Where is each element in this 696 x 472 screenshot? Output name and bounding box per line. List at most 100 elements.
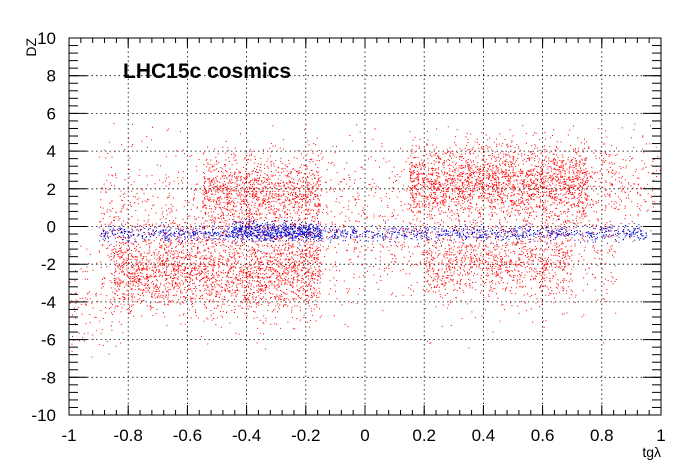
data-point: [138, 269, 140, 270]
data-point: [151, 208, 153, 210]
data-point: [219, 242, 221, 244]
data-point: [223, 207, 225, 209]
data-point: [316, 187, 318, 189]
data-point: [436, 128, 438, 130]
data-point: [213, 211, 215, 213]
data-point: [298, 217, 300, 219]
data-point: [563, 170, 565, 172]
data-point: [260, 268, 262, 270]
data-point: [217, 264, 219, 265]
data-point: [191, 306, 193, 308]
data-point: [171, 263, 173, 265]
data-point: [225, 187, 227, 189]
data-point: [524, 153, 526, 155]
data-point: [145, 262, 147, 264]
data-point: [552, 135, 553, 136]
data-point: [472, 153, 474, 154]
data-point: [218, 228, 219, 230]
data-point: [229, 181, 231, 183]
data-point: [569, 179, 571, 181]
data-point: [534, 189, 536, 190]
data-point: [130, 293, 132, 295]
data-point: [243, 199, 245, 201]
data-point: [227, 203, 228, 205]
data-point: [166, 278, 168, 280]
data-point: [204, 256, 206, 258]
data-point: [291, 177, 293, 179]
data-point: [286, 188, 288, 189]
data-point: [288, 159, 290, 161]
data-point: [226, 311, 228, 313]
data-point: [251, 185, 253, 187]
data-point: [449, 147, 451, 149]
data-point: [287, 250, 289, 252]
data-point: [284, 272, 286, 274]
data-point: [412, 139, 414, 141]
data-point: [257, 196, 259, 198]
data-point: [118, 264, 120, 266]
data-point: [295, 298, 297, 300]
data-point: [221, 198, 223, 200]
data-point: [252, 272, 254, 274]
data-point: [219, 221, 221, 223]
data-point: [536, 196, 538, 198]
data-point: [544, 138, 546, 140]
data-point: [469, 168, 471, 170]
data-point: [143, 289, 144, 290]
data-point: [478, 144, 480, 145]
data-point: [276, 294, 278, 296]
data-point: [279, 261, 281, 263]
data-point: [181, 275, 183, 277]
data-point: [469, 153, 471, 155]
data-point: [488, 178, 489, 179]
data-point: [413, 203, 415, 205]
data-point: [178, 265, 180, 267]
data-point: [228, 195, 230, 197]
data-point: [264, 217, 266, 219]
data-point: [165, 251, 167, 253]
data-point: [553, 163, 555, 165]
data-point: [222, 259, 224, 260]
data-point: [532, 193, 534, 194]
data-point: [241, 266, 243, 268]
data-point: [258, 277, 260, 279]
data-point: [265, 286, 267, 288]
data-point: [459, 174, 461, 176]
data-point: [248, 292, 250, 294]
data-point: [290, 256, 292, 258]
data-point: [235, 332, 237, 334]
data-point: [309, 187, 311, 189]
data-point: [441, 210, 443, 212]
data-point: [452, 161, 454, 163]
data-point: [465, 136, 467, 138]
data-point: [228, 174, 230, 176]
data-point: [314, 190, 316, 192]
data-point: [503, 233, 505, 235]
data-point: [467, 149, 469, 151]
data-point: [314, 193, 316, 195]
data-point: [177, 287, 179, 289]
data-point: [244, 203, 246, 205]
data-point: [467, 194, 469, 195]
data-point: [215, 177, 217, 179]
data-point: [227, 194, 229, 196]
data-point: [468, 205, 470, 207]
data-point: [285, 268, 287, 270]
data-point: [572, 192, 573, 194]
data-point: [179, 287, 180, 289]
data-point: [164, 244, 166, 246]
data-point: [299, 187, 301, 189]
data-point: [264, 199, 266, 201]
data-point: [115, 293, 117, 295]
data-point: [167, 304, 169, 306]
data-point: [562, 188, 564, 190]
data-point: [224, 165, 226, 167]
data-point: [576, 224, 578, 226]
data-point: [559, 179, 561, 181]
data-point: [200, 256, 202, 258]
data-point: [559, 166, 561, 168]
data-point: [462, 183, 464, 185]
data-point: [185, 277, 187, 279]
data-point: [235, 159, 237, 161]
data-point: [445, 193, 447, 195]
